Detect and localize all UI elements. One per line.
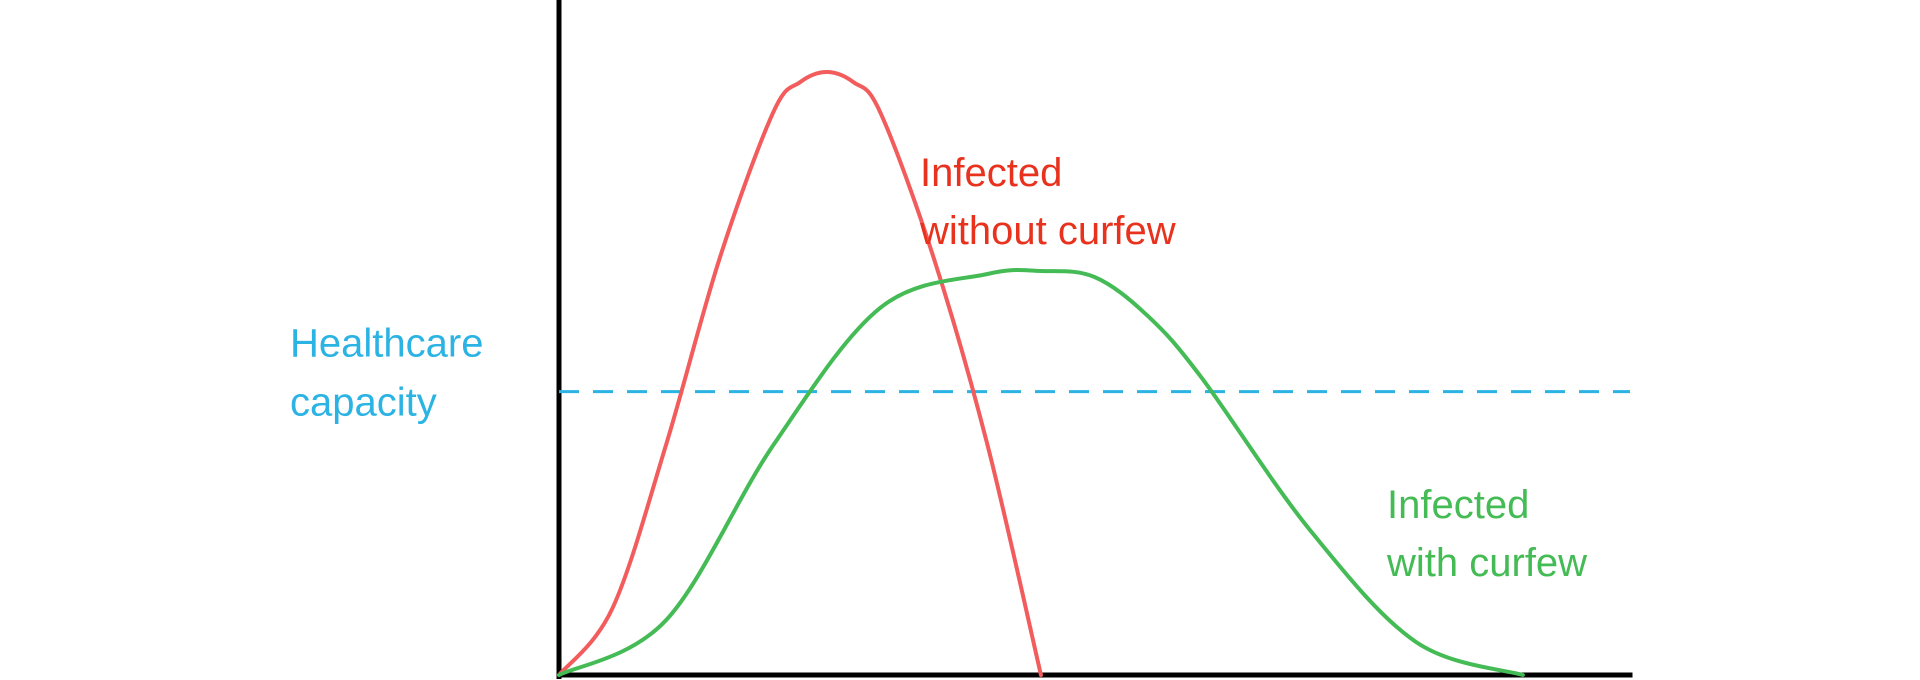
with-curfew-label-line-1: Infected (1387, 483, 1529, 527)
without-curfew-label-line-2: without curfew (919, 209, 1176, 253)
capacity-label-line-2: capacity (290, 381, 437, 425)
capacity-label-line-1: Healthcare (290, 322, 483, 366)
annotation-labels: Healthcare capacity Infected without curfew… (290, 151, 1587, 585)
series-group (557, 70, 1525, 677)
with-curfew-series-line (557, 268, 1525, 677)
without-curfew-series-line (557, 70, 1043, 677)
with-curfew-label-line-2: with curfew (1386, 541, 1587, 585)
axes (556, 0, 1633, 679)
without-curfew-label-line-1: Infected (920, 151, 1062, 195)
